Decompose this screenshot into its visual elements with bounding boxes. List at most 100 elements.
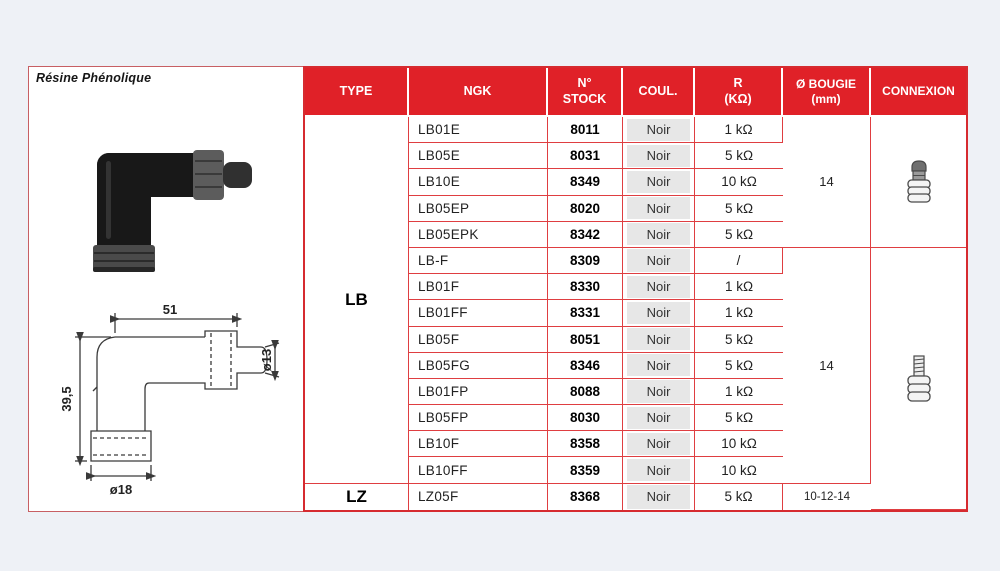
table-row: LB05EPK 8342 Noir 5 kΩ [305,221,966,248]
connexion-cell-group2 [871,248,966,510]
resistance-value: 1 kΩ [695,379,783,406]
ngk-code: LB05EPK [409,221,548,248]
spark-plug-elbow-cap-photo [93,150,252,272]
ngk-code: LZ05F [409,483,548,510]
header-row: TYPE NGK N° STOCK COUL. R (KΩ) Ø BOUGIE … [305,68,966,117]
resistance-value: 5 kΩ [695,196,783,222]
table-row: LB10F 8358 Noir 10 kΩ [305,431,966,458]
colour-value: Noir [627,354,690,377]
resistance-value: 10 kΩ [695,169,783,196]
table-row: LB01FF 8331 Noir 1 kΩ [305,300,966,327]
ngk-code: LB10FF [409,457,548,484]
colour-cell: Noir [623,483,695,510]
colour-value: Noir [627,197,690,220]
colour-value: Noir [627,406,690,429]
ngk-code: LB05FG [409,352,548,379]
colour-value: Noir [627,485,690,509]
stock-number: 8368 [548,483,623,510]
stock-number: 8346 [548,352,623,379]
stock-number: 8331 [548,300,623,327]
terminal-nut-icon [906,160,931,203]
col-header-resistance: R (KΩ) [695,68,783,117]
spec-table-wrapper: TYPE NGK N° STOCK COUL. R (KΩ) Ø BOUGIE … [303,66,968,512]
dim-tip-diameter: ø13 [259,349,274,371]
col-header-type: TYPE [305,68,409,117]
stock-number: 8020 [548,195,623,222]
stock-number: 8011 [548,117,623,144]
colour-value: Noir [627,170,690,194]
resistance-value: 5 kΩ [695,405,783,432]
stock-number: 8359 [548,457,623,484]
ngk-code: LB05E [409,143,548,170]
type-group-lz: LZ [305,483,409,510]
colour-cell: Noir [623,221,695,248]
colour-cell: Noir [623,117,695,144]
stock-number: 8088 [548,378,623,406]
colour-value: Noir [627,432,690,455]
colour-cell: Noir [623,378,695,406]
stock-number: 8309 [548,247,623,275]
table-row: LB05F 8051 Noir 5 kΩ [305,326,966,353]
col-header-bougie: Ø BOUGIE (mm) [783,68,871,117]
colour-value: Noir [627,380,690,403]
table-row: LZ LZ05F 8368 Noir 5 kΩ 10-12-14 [305,483,966,510]
table-row: LB10FF 8359 Noir 10 kΩ [305,457,966,484]
bougie-diameter-group2: 14 [783,247,871,484]
colour-cell: Noir [623,195,695,222]
resistance-value: 5 kΩ [695,483,783,510]
colour-value: Noir [627,328,690,351]
colour-cell: Noir [623,247,695,275]
colour-cell: Noir [623,405,695,432]
ngk-code: LB05F [409,326,548,353]
colour-cell: Noir [623,300,695,327]
stock-number: 8342 [548,221,623,248]
resistance-value: 5 kΩ [695,327,783,353]
connexion-cell-group1 [871,117,966,248]
colour-value: Noir [627,275,690,298]
colour-cell: Noir [623,457,695,484]
colour-value: Noir [627,144,690,167]
table-row: LB01FP 8088 Noir 1 kΩ [305,378,966,406]
colour-value: Noir [627,458,690,482]
colour-cell: Noir [623,352,695,379]
ngk-code: LB01E [409,117,548,144]
colour-cell: Noir [623,326,695,353]
table-row: LB-F 8309 Noir / 14 [305,247,966,510]
table-row: LB05E 8031 Noir 5 kΩ [305,143,966,170]
dim-base-diameter: ø18 [110,482,132,497]
stock-number: 8031 [548,143,623,170]
stock-number: 8051 [548,326,623,353]
col-header-connexion: CONNEXION [871,68,966,117]
resistance-value: 1 kΩ [695,300,783,327]
table-row: LB05EP 8020 Noir 5 kΩ [305,195,966,222]
ngk-code: LB05FP [409,405,548,432]
stock-number: 8349 [548,169,623,196]
resistance-value: 5 kΩ [695,143,783,170]
table-row: LB LB01E 8011 Noir 1 kΩ 14 [305,117,966,484]
ngk-code: LB01F [409,274,548,301]
dim-length: 51 [163,302,177,317]
spec-table: TYPE NGK N° STOCK COUL. R (KΩ) Ø BOUGIE … [305,68,966,510]
bougie-diameter-lz: 10-12-14 [803,490,851,503]
stock-number: 8030 [548,405,623,432]
colour-cell: Noir [623,143,695,170]
ngk-code: LB10F [409,431,548,458]
table-row: LB01F 8330 Noir 1 kΩ [305,274,966,301]
product-panel: Résine Phénolique [28,66,305,512]
resistance-value: / [695,247,783,275]
resistance-value: 5 kΩ [695,222,783,248]
dimension-drawing: 51 39,5 ø13 ø18 [59,302,280,497]
type-group-lb: LB [305,117,409,484]
colour-value: Noir [627,118,690,141]
colour-cell: Noir [623,274,695,301]
colour-cell: Noir [623,431,695,458]
ngk-code: LB-F [409,247,548,275]
dim-height: 39,5 [59,386,74,411]
panel-title: Résine Phénolique [36,71,152,85]
ngk-code: LB05EP [409,195,548,222]
ngk-code: LB10E [409,169,548,196]
resistance-value: 10 kΩ [695,457,783,484]
table-row: LB05FG 8346 Noir 5 kΩ [305,352,966,379]
colour-value: Noir [627,223,690,246]
